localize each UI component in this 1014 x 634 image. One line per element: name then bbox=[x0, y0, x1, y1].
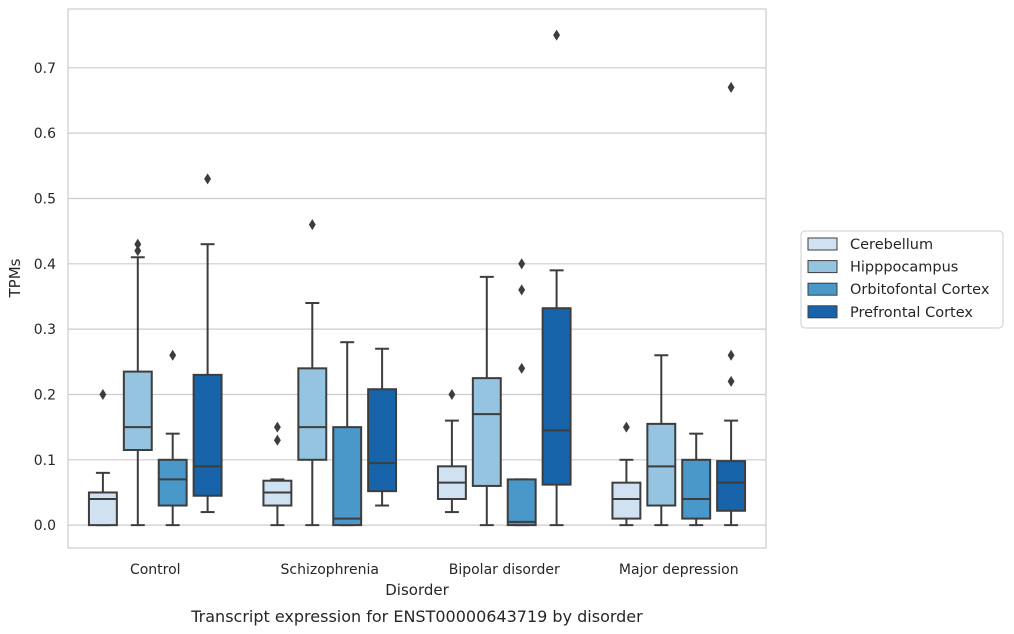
y-tick-label: 0.7 bbox=[34, 61, 56, 77]
iqr-box bbox=[716, 460, 747, 512]
outlier-marker bbox=[553, 29, 561, 41]
y-tick-label: 0.5 bbox=[34, 191, 56, 207]
iqr-box bbox=[87, 491, 118, 527]
box-plot bbox=[436, 388, 467, 514]
legend-label: Hipppocampus bbox=[850, 260, 958, 276]
outlier-marker bbox=[727, 81, 735, 93]
legend-label: Orbitofontal Cortex bbox=[850, 282, 990, 298]
legend: Cerebellum Hipppocampus Orbitofontal Corte… bbox=[800, 230, 1004, 329]
outlier-marker bbox=[169, 349, 177, 361]
outlier-marker bbox=[99, 388, 107, 400]
box-plot bbox=[506, 258, 537, 527]
legend-swatch bbox=[807, 282, 838, 296]
legend-swatch bbox=[807, 237, 838, 251]
outlier-marker bbox=[727, 375, 735, 387]
box-plot bbox=[541, 29, 572, 527]
outlier-marker bbox=[134, 238, 142, 250]
y-axis-title: TPMs bbox=[6, 258, 24, 298]
iqr-box bbox=[192, 373, 223, 497]
outlier-marker bbox=[134, 245, 142, 257]
iqr-box bbox=[541, 307, 572, 486]
outlier-marker bbox=[273, 421, 281, 433]
iqr-box bbox=[506, 478, 537, 527]
legend-swatch bbox=[807, 305, 838, 319]
series-hipppocampus bbox=[122, 219, 677, 527]
box-plot bbox=[716, 81, 747, 527]
outlier-marker bbox=[518, 362, 526, 374]
box-plot bbox=[646, 354, 677, 527]
iqr-box bbox=[646, 422, 677, 507]
box-plot bbox=[471, 275, 502, 527]
legend-swatch bbox=[807, 260, 838, 274]
box-series bbox=[87, 29, 747, 527]
iqr-box bbox=[157, 458, 188, 507]
iqr-box bbox=[332, 426, 363, 527]
y-tick-label: 0.6 bbox=[34, 126, 56, 142]
y-tick-label: 0.0 bbox=[34, 518, 56, 534]
y-tick-label: 0.1 bbox=[34, 453, 56, 469]
y-tick-labels: 0.0 0.1 0.2 0.3 0.4 0.5 0.6 0.7 bbox=[34, 61, 56, 534]
chart-caption: Transcript expression for ENST0000064371… bbox=[190, 607, 643, 626]
outlier-marker bbox=[518, 284, 526, 296]
x-tick-labels: Control Schizophrenia Bipolar disorder Majo… bbox=[130, 562, 739, 578]
box-plot bbox=[611, 421, 642, 527]
box-plot bbox=[122, 238, 153, 527]
box-plot bbox=[367, 347, 398, 507]
series-prefrontal-cortex bbox=[192, 29, 747, 527]
box-plot bbox=[192, 173, 223, 514]
box-plot bbox=[262, 421, 293, 527]
x-tick-label: Control bbox=[130, 562, 181, 578]
series-cerebellum bbox=[87, 388, 642, 527]
outlier-marker bbox=[727, 349, 735, 361]
outlier-marker bbox=[448, 388, 456, 400]
x-axis-title: Disorder bbox=[385, 581, 449, 599]
y-tick-label: 0.4 bbox=[34, 257, 56, 273]
y-tick-label: 0.2 bbox=[34, 387, 56, 403]
x-tick-label: Major depression bbox=[619, 562, 739, 578]
outlier-marker bbox=[204, 173, 212, 185]
legend-label: Prefrontal Cortex bbox=[850, 305, 973, 321]
iqr-box bbox=[367, 388, 398, 493]
iqr-box bbox=[681, 458, 712, 520]
box-plot bbox=[297, 219, 328, 527]
box-plot bbox=[332, 341, 363, 527]
iqr-box bbox=[297, 367, 328, 461]
plot-area-frame bbox=[67, 8, 767, 549]
series-orbitofontal-cortex bbox=[157, 258, 712, 527]
iqr-box bbox=[471, 377, 502, 487]
iqr-box bbox=[611, 481, 642, 520]
box-plot bbox=[87, 388, 118, 527]
legend-frame bbox=[800, 230, 1004, 329]
box-plot bbox=[681, 432, 712, 527]
outlier-marker bbox=[273, 434, 281, 446]
outlier-marker bbox=[622, 421, 630, 433]
iqr-box bbox=[122, 370, 153, 452]
x-tick-label: Bipolar disorder bbox=[449, 562, 560, 578]
x-tick-label: Schizophrenia bbox=[281, 562, 379, 578]
outlier-marker bbox=[518, 258, 526, 270]
outlier-marker bbox=[308, 219, 316, 231]
y-tick-label: 0.3 bbox=[34, 322, 56, 338]
box-plot bbox=[157, 349, 188, 527]
legend-label: Cerebellum bbox=[850, 237, 933, 253]
